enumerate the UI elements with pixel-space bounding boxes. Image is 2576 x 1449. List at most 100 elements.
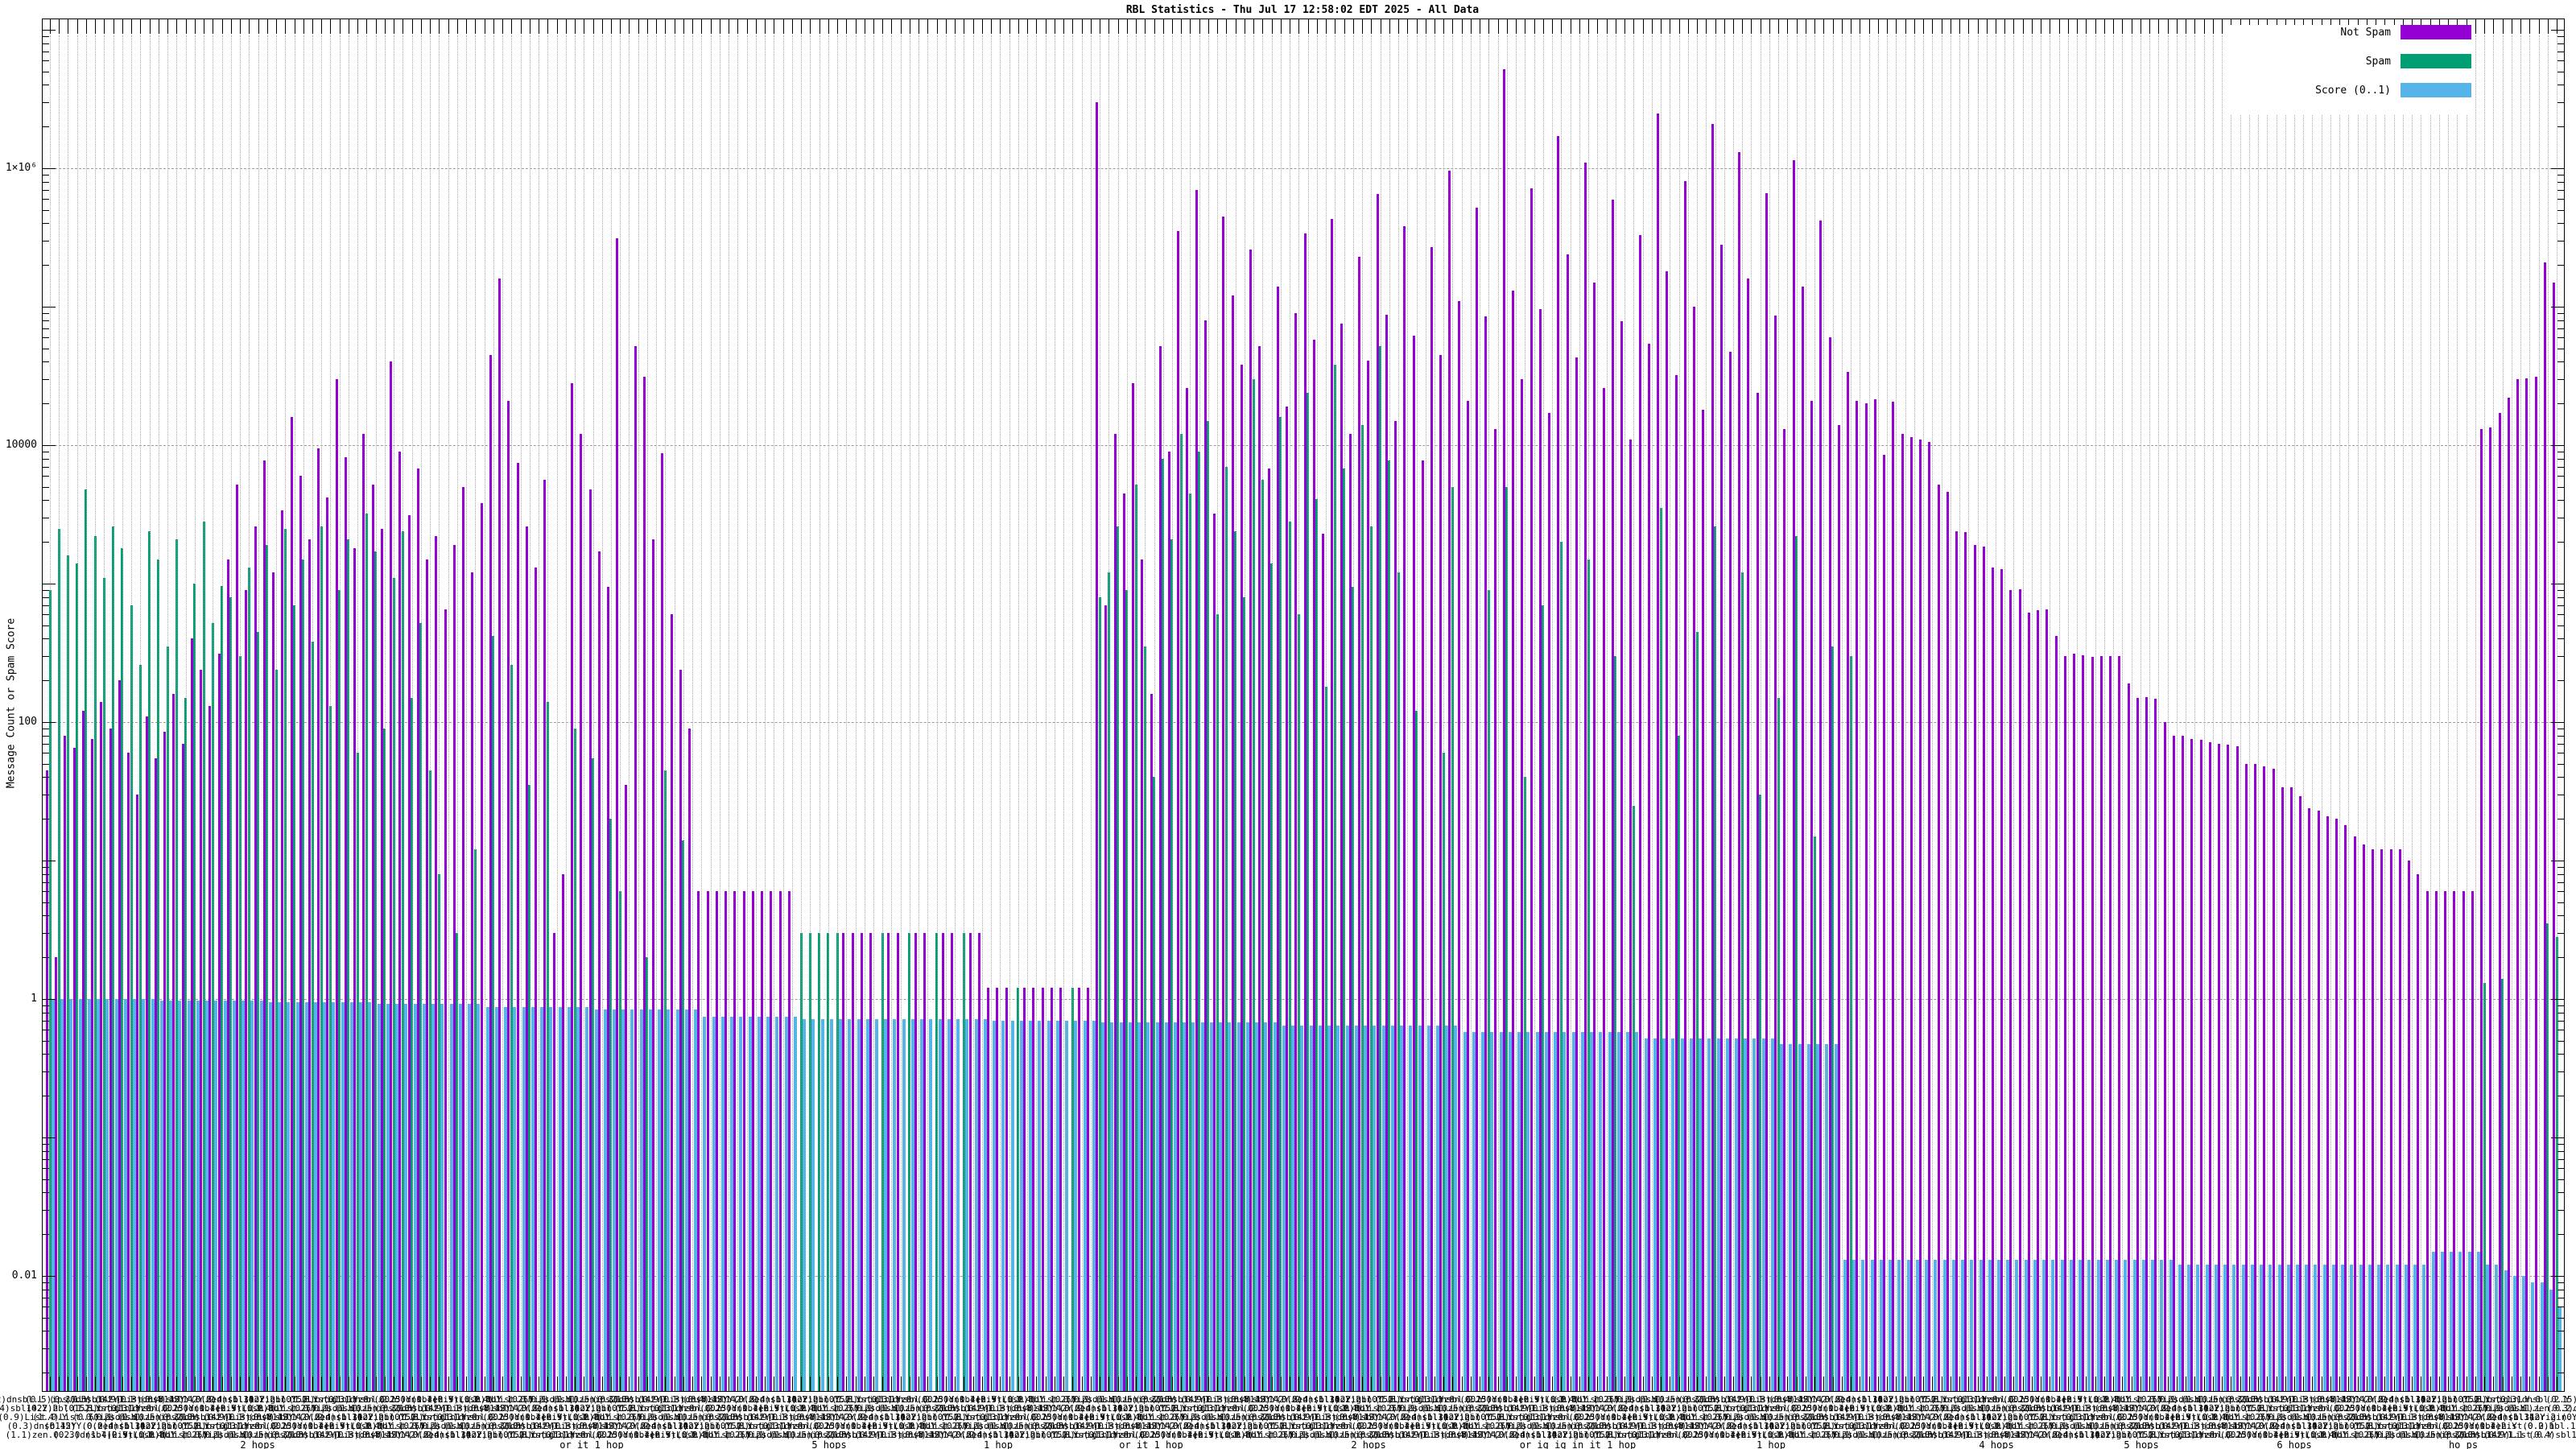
x-tick <box>1606 19 1608 34</box>
x-tick <box>1352 19 1354 34</box>
gridline-x <box>2167 35 2169 1391</box>
x-tick <box>2140 1377 2141 1391</box>
bar-notspam <box>407 515 411 1391</box>
bar-notspam <box>1150 693 1153 1391</box>
bar-notspam <box>860 932 863 1391</box>
y-axis-title: Message Count or Spam Score <box>5 617 18 789</box>
bar-score <box>196 1001 200 1391</box>
bar-notspam <box>606 586 609 1391</box>
x-tick <box>1117 19 1119 34</box>
bar-notspam <box>72 748 76 1391</box>
y-tick <box>43 1054 49 1055</box>
bar-score <box>965 1018 969 1391</box>
x-sub-label: 1 hop <box>1756 1439 1786 1449</box>
gridline-x <box>366 35 368 1391</box>
gridline-x <box>420 35 422 1391</box>
x-tick <box>448 19 449 34</box>
x-tick <box>828 19 829 34</box>
x-tick <box>1036 1377 1038 1391</box>
x-tick <box>1697 1377 1699 1391</box>
bar-notspam <box>1358 256 1361 1391</box>
x-tick <box>258 19 259 34</box>
x-tick-label: (0.15)Y.0.zen (1.3)origin.Y.0 <box>369 1430 525 1440</box>
bar-notspam <box>236 484 239 1391</box>
bar-score <box>1083 1020 1087 1391</box>
gridline-x <box>1841 35 1843 1391</box>
x-tick <box>1968 1377 1970 1391</box>
x-tick-label: (1.3)origin.Y.0 (0.15)Y.0.zen <box>2460 1394 2576 1405</box>
y-tick <box>2557 337 2564 339</box>
x-tick-label: (0.2)hbl.1.2.Y (0.3)dnsbl.2.Y <box>894 1412 1050 1422</box>
bar-notspam <box>1738 152 1741 1391</box>
bar-notspam <box>1167 451 1170 1391</box>
bar-score <box>1590 1031 1594 1391</box>
x-tick <box>2547 19 2549 34</box>
x-tick-label: (0.5)List.1.1 (0.4)sbl142Y.2 <box>933 1403 1084 1414</box>
bar-score <box>2540 1282 2544 1391</box>
bar-notspam <box>571 383 574 1391</box>
y-tick <box>43 957 49 959</box>
bar-score <box>712 1017 716 1391</box>
y-tick <box>2557 777 2564 778</box>
x-tick-label: (0.3)dnsbl.2.Y (0.2)hbl.1.2.Y <box>1356 1421 1512 1431</box>
bar-notspam <box>100 701 103 1391</box>
bar-notspam <box>172 693 175 1391</box>
y-tick <box>2557 1143 2564 1145</box>
y-tick <box>2557 743 2564 745</box>
gridline-x <box>2140 35 2141 1391</box>
x-tick-label: (0.2)dnsbl.L (0.3)dnsb142Y <box>196 1430 336 1440</box>
x-tick <box>1108 19 1110 34</box>
gridline-x <box>276 35 278 1391</box>
x-tick-label: (0.2)dnsbl.L (0.3)dnsb142Y <box>2368 1430 2508 1440</box>
x-tick <box>646 1377 648 1391</box>
bar-notspam <box>1666 271 1669 1391</box>
bar-score <box>169 1001 173 1391</box>
x-tick <box>1959 1377 1961 1391</box>
x-tick-label: (0.4)sbl142Y.2 (0.5)List.1.1 <box>1504 1430 1653 1440</box>
gridline-x <box>59 35 60 1391</box>
x-tick <box>629 1377 630 1391</box>
gridline-x <box>2520 35 2522 1391</box>
x-tick-label: (1.1)zen.0.2.0 (1.4)List.0.0.1 <box>2285 1403 2446 1414</box>
y-tick <box>2557 1168 2564 1170</box>
y-tick-label: 1×10⁶ <box>5 162 37 174</box>
x-tick-label: (0.4)sbl142Y.2 (0.5)List.1.1 <box>1178 1421 1327 1431</box>
y-tick <box>2557 1150 2564 1152</box>
gridline-x <box>837 35 839 1391</box>
bar-notspam <box>1267 468 1270 1391</box>
bar-notspam <box>1575 357 1578 1391</box>
x-tick <box>981 1377 983 1391</box>
bar-score <box>232 1001 236 1391</box>
bar-score <box>78 999 82 1391</box>
x-tick <box>2158 1377 2160 1391</box>
x-tick-label: (0.4)sbl142Y.2 (0.5)List.1.1 <box>2264 1421 2413 1431</box>
x-tick-label: (0.9)List.0.Y (0.5)ips.1.Y <box>1518 1394 1657 1405</box>
bar-score <box>2096 1260 2100 1391</box>
bar-notspam <box>1765 193 1768 1391</box>
x-tick <box>2004 19 2006 34</box>
bar-score <box>97 999 101 1391</box>
gridline-x <box>1561 35 1563 1391</box>
y-tick <box>43 466 49 468</box>
bar-notspam <box>1331 219 1334 1391</box>
gridline-x <box>2122 35 2124 1391</box>
bar-notspam <box>642 377 646 1391</box>
x-tick <box>266 1377 268 1391</box>
x-tick <box>85 19 87 34</box>
bar-notspam <box>1077 988 1080 1391</box>
x-tick <box>2484 1377 2486 1391</box>
bar-score <box>440 1004 444 1391</box>
bar-score <box>2178 1265 2182 1391</box>
x-tick <box>502 19 504 34</box>
x-tick <box>1877 1377 1879 1391</box>
gridline-x <box>1516 35 1517 1391</box>
bar-notspam <box>2218 743 2221 1391</box>
bar-score <box>1554 1031 1558 1391</box>
x-tick <box>665 19 667 34</box>
x-tick-label: (0.15)Y.0.zen (1.3)origin.Y.0 <box>1999 1430 2154 1440</box>
x-tick <box>1516 1377 1517 1391</box>
x-tick-label: (0.4)sbl142Y.2 (0.5)List.1.1 <box>1395 1412 1545 1422</box>
gridline-x <box>1959 35 1961 1391</box>
gridline-x <box>1588 35 1590 1391</box>
bar-notspam <box>1421 460 1424 1391</box>
